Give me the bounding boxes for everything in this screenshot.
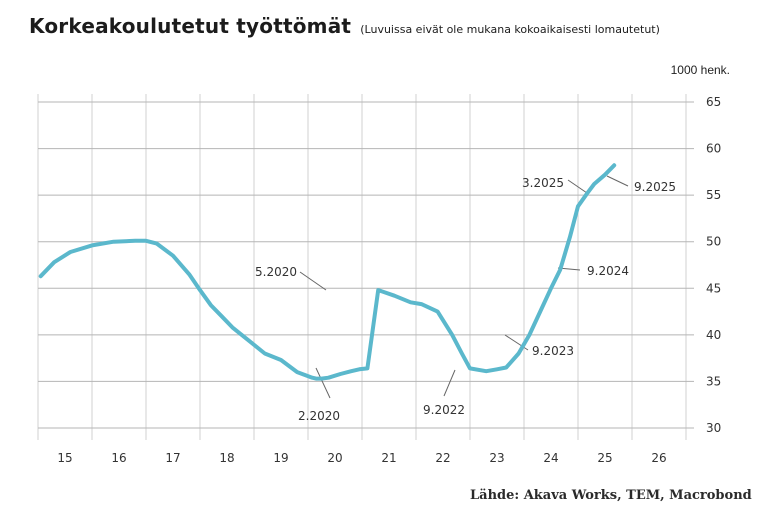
y-tick-label: 30 [706, 421, 721, 435]
annotation-label: 9.2025 [634, 180, 676, 194]
x-tick-label: 17 [165, 451, 180, 465]
annotation-leader-line [315, 367, 331, 399]
annotation-leader-line [443, 369, 456, 397]
annotation-leader-line [567, 179, 588, 194]
series-line [38, 163, 617, 381]
annotation-label: 9.2024 [587, 264, 629, 278]
x-tick-label: 23 [489, 451, 504, 465]
chart-title: Korkeakoulutetut työttömät (Luvuissa eiv… [29, 14, 660, 38]
chart-subtitle: (Luvuissa eivät ole mukana kokoaikaisest… [360, 23, 660, 36]
annotation-leaders [299, 175, 629, 399]
y-tick-label: 60 [706, 142, 721, 156]
annotation-label: 2.2020 [298, 409, 340, 423]
y-axis-unit-label: 1000 henk. [670, 63, 730, 77]
y-axis-ticks: 30 35 40 45 50 55 60 65 [706, 95, 721, 435]
x-tick-label: 19 [273, 451, 288, 465]
y-tick-label: 55 [706, 188, 721, 202]
y-tick-label: 65 [706, 95, 721, 109]
x-tick-label: 15 [57, 451, 72, 465]
x-tick-label: 26 [651, 451, 666, 465]
y-tick-label: 40 [706, 328, 721, 342]
y-tick-label: 35 [706, 374, 721, 388]
annotation-label: 9.2022 [423, 403, 465, 417]
annotation-leader-line [606, 175, 629, 187]
x-tick-label: 24 [543, 451, 558, 465]
chart-title-main: Korkeakoulutetut työttömät [29, 14, 352, 38]
x-tick-label: 22 [435, 451, 450, 465]
y-tick-label: 45 [706, 281, 721, 295]
x-tick-label: 16 [111, 451, 126, 465]
y-tick-label: 50 [706, 235, 721, 249]
x-tick-label: 18 [219, 451, 234, 465]
chart-grid [37, 94, 694, 440]
annotation-label: 5.2020 [255, 265, 297, 279]
annotations: 2.2020 5.2020 9.2022 9.2023 9.2024 3.2025 9.20… [255, 176, 676, 423]
source-note: Lähde: Akava Works, TEM, Macrobond [470, 488, 752, 503]
x-tick-label: 25 [597, 451, 612, 465]
annotation-leader-line [299, 271, 327, 291]
x-tick-label: 21 [381, 451, 396, 465]
annotation-label: 9.2023 [532, 344, 574, 358]
annotation-label: 3.2025 [522, 176, 564, 190]
x-axis-ticks: 15 16 17 18 19 20 21 22 23 24 25 26 [57, 451, 666, 465]
x-tick-label: 20 [327, 451, 342, 465]
